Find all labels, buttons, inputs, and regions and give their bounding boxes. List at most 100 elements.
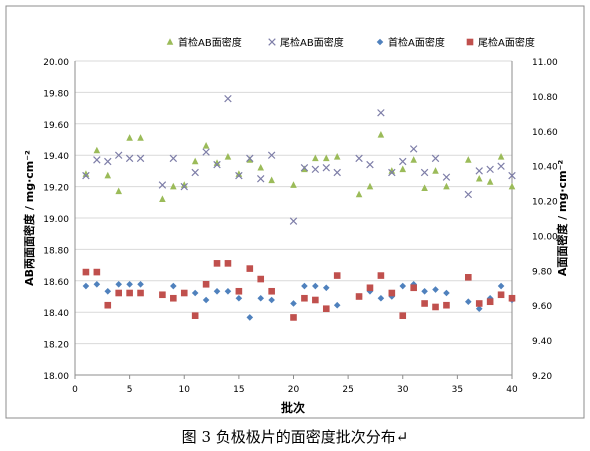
data-point xyxy=(93,268,101,276)
data-point xyxy=(246,265,254,272)
data-point xyxy=(191,289,199,297)
y-right-tick-label: 10.80 xyxy=(532,93,558,103)
data-point xyxy=(322,164,330,172)
data-point xyxy=(213,260,221,267)
data-point xyxy=(180,289,188,297)
data-point xyxy=(388,289,396,297)
data-point xyxy=(421,184,428,191)
data-point xyxy=(82,171,90,180)
data-point xyxy=(268,296,275,304)
data-point xyxy=(464,190,473,199)
data-point xyxy=(158,181,167,189)
data-point xyxy=(475,305,483,313)
data-point xyxy=(508,171,516,180)
data-point xyxy=(399,157,407,166)
x-tick-label: 40 xyxy=(506,385,518,395)
data-point xyxy=(169,154,178,163)
data-point xyxy=(355,154,363,163)
y-right-tick-label: 9.20 xyxy=(532,372,552,382)
data-point xyxy=(465,298,472,306)
data-point xyxy=(289,217,298,225)
data-point xyxy=(180,182,188,191)
data-point xyxy=(93,146,101,154)
data-point xyxy=(497,282,505,290)
data-point xyxy=(257,275,265,283)
data-point xyxy=(224,260,232,267)
data-point xyxy=(399,165,407,173)
y-left-tick-label: 18.20 xyxy=(43,341,69,351)
data-point xyxy=(82,268,90,276)
x-tick-label: 25 xyxy=(342,385,353,395)
data-point xyxy=(114,151,123,159)
data-point xyxy=(290,300,297,307)
data-point xyxy=(410,284,417,292)
data-point xyxy=(312,154,319,162)
legend-item: 尾检A面密度 xyxy=(466,36,535,49)
data-point xyxy=(377,272,385,279)
legend-marker xyxy=(376,38,384,46)
data-point xyxy=(312,282,319,290)
data-point xyxy=(432,303,439,311)
x-axis-label: 批次 xyxy=(281,400,305,415)
data-point xyxy=(191,157,199,165)
data-point xyxy=(191,168,199,177)
y-left-tick-label: 19.40 xyxy=(43,152,69,162)
data-point xyxy=(290,181,297,188)
data-point xyxy=(443,301,450,309)
data-point xyxy=(366,284,374,292)
data-point xyxy=(246,314,254,321)
data-point xyxy=(301,282,308,290)
data-point xyxy=(443,182,450,190)
chart-border xyxy=(5,5,585,419)
y-left-tick-label: 18.60 xyxy=(43,278,69,288)
data-point xyxy=(268,287,275,295)
data-point xyxy=(104,301,112,309)
data-point xyxy=(126,134,133,141)
y-left-tick-label: 19.60 xyxy=(43,121,69,131)
y-axis-right-label: A面面密度 / mg·cm⁻² xyxy=(555,160,569,276)
data-point xyxy=(486,298,494,306)
data-point xyxy=(301,165,308,173)
data-point xyxy=(366,160,374,169)
legend-label: 尾检AB面密度 xyxy=(280,36,344,49)
data-point xyxy=(235,294,243,302)
y-left-tick-label: 20.00 xyxy=(43,58,69,68)
data-point xyxy=(159,291,166,299)
data-point xyxy=(388,167,396,174)
data-point xyxy=(235,171,243,180)
legend-label: 首检AB面密度 xyxy=(178,36,242,49)
data-point xyxy=(333,168,341,177)
data-point xyxy=(333,301,341,309)
tick-labels: 18.00 18.20 18.40 18.60 18.80 19.00 19.20 19.40… xyxy=(43,58,558,395)
data-point xyxy=(213,160,221,169)
legend-marker xyxy=(268,38,276,46)
data-point xyxy=(377,130,385,138)
data-point xyxy=(377,109,385,117)
legend-marker xyxy=(466,38,474,46)
y-left-tick-label: 19.80 xyxy=(43,89,69,99)
data-point xyxy=(355,190,363,198)
legend-item: 首检AB面密度 xyxy=(166,36,242,49)
x-tick-label: 0 xyxy=(72,385,78,395)
data-point xyxy=(267,151,276,159)
data-point xyxy=(235,287,243,295)
data-point xyxy=(235,170,243,177)
data-point xyxy=(180,181,188,188)
data-point xyxy=(268,176,275,184)
data-point xyxy=(290,314,297,321)
y-left-tick-label: 19.00 xyxy=(43,215,69,225)
y-right-tick-label: 11.00 xyxy=(532,58,558,68)
data-point xyxy=(104,287,112,295)
data-point xyxy=(191,312,199,319)
data-point xyxy=(377,294,385,302)
data-point xyxy=(508,294,516,302)
data-point xyxy=(257,175,265,183)
chart-frame: 18.00 18.20 18.40 18.60 18.80 19.00 19.20 19.40… xyxy=(5,5,585,419)
data-point xyxy=(388,168,396,177)
data-point xyxy=(497,152,505,160)
data-point xyxy=(410,156,417,163)
data-point xyxy=(465,274,472,281)
legend-item: 首检A面密度 xyxy=(376,36,445,49)
data-point xyxy=(126,280,133,288)
data-point xyxy=(213,287,221,295)
